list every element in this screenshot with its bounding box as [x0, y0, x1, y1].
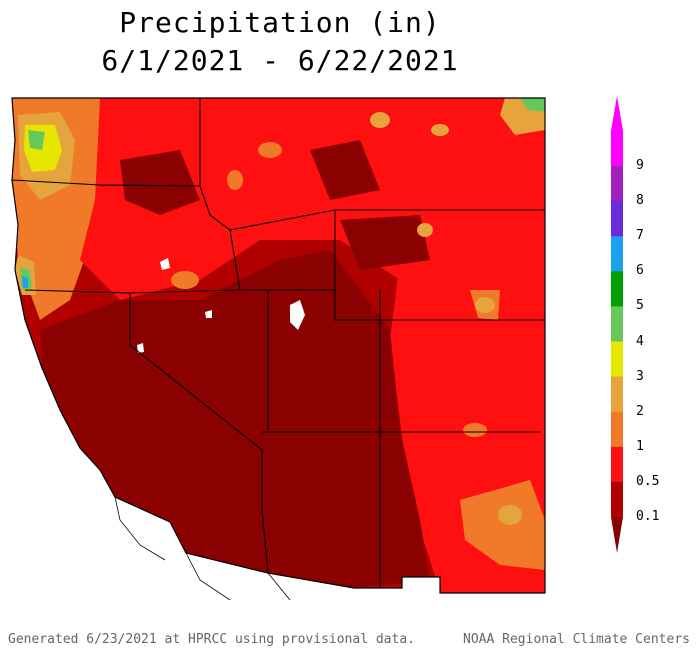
patch-6: [463, 423, 487, 437]
map-date-range: 6/1/2021 - 6/22/2021: [101, 44, 459, 77]
map-title: Precipitation (in): [119, 6, 441, 39]
border-ut-wy: [268, 289, 380, 321]
region-wy-dry: [340, 215, 430, 270]
patch-2: [258, 142, 282, 158]
lake-1: [160, 258, 170, 270]
footer-generated: Generated 6/23/2021 at HPRCC using provi…: [8, 632, 415, 647]
legend-swatch-3: [611, 341, 623, 378]
legend-label-8: 8: [636, 193, 644, 209]
region-mt-dry: [310, 140, 380, 200]
mexico-outline: [114, 496, 291, 600]
region-mt-green: [520, 98, 545, 112]
legend-swatch-8: [611, 166, 623, 202]
lake-2: [137, 343, 144, 353]
patch-9: [431, 124, 449, 136]
legend-label-6: 6: [636, 263, 644, 279]
legend-swatch-1: [611, 411, 623, 448]
border-ca-nv: [129, 293, 269, 574]
legend-swatch-0_1: [611, 481, 623, 518]
patch-3: [370, 112, 390, 128]
region-wa-green: [28, 130, 45, 150]
patch-1: [171, 271, 199, 289]
legend-swatch-2: [611, 376, 623, 413]
patch-4: [227, 170, 243, 190]
precip-field: [12, 98, 545, 593]
legend-label-5: 5: [636, 298, 644, 314]
legend-swatch-4: [611, 306, 623, 343]
border-id-mt: [229, 209, 336, 231]
region-nm-orange: [460, 480, 545, 570]
state-boundaries: [11, 98, 545, 588]
legend-label-0_1: 0.1: [636, 509, 660, 524]
legend-bins: [611, 131, 623, 518]
legend-label-7: 7: [636, 228, 644, 244]
patch-8: [417, 223, 433, 237]
legend-swatch-9: [611, 131, 623, 167]
region-or-dry: [120, 150, 200, 215]
west-outline: [11, 97, 546, 594]
precipitation-map: [11, 97, 546, 600]
legend-swatch-7: [611, 201, 623, 237]
patch-5: [475, 297, 495, 313]
color-legend: [611, 96, 623, 553]
legend-swatch-5: [611, 271, 623, 307]
legend-bottom-tip: [611, 517, 623, 553]
legend-top-tip: [611, 96, 623, 131]
legend-label-1: 1: [636, 438, 644, 454]
legend-swatch-0_5: [611, 446, 623, 483]
legend-label-9: 9: [636, 158, 644, 174]
legend-swatch-6: [611, 236, 623, 272]
patch-7: [498, 505, 522, 525]
legend-label-3: 3: [636, 368, 644, 384]
border-id-west: [199, 98, 241, 291]
legend-label-2: 2: [636, 403, 644, 419]
legend-label-4: 4: [636, 333, 644, 349]
footer-source: NOAA Regional Climate Centers: [463, 632, 690, 647]
lake-3: [205, 310, 212, 318]
legend-label-0_5: 0.5: [636, 473, 660, 489]
region-or-coast-blue: [22, 276, 28, 288]
border-wa-or: [11, 179, 201, 187]
region-southwest-dry: [40, 250, 430, 588]
great-salt-lake: [290, 300, 305, 330]
